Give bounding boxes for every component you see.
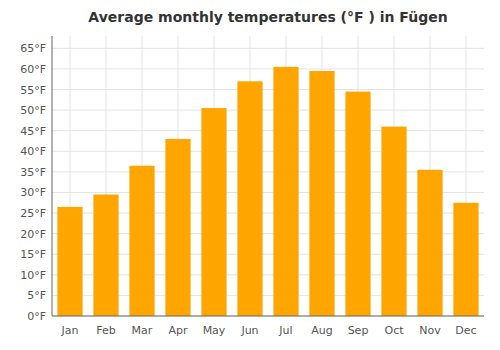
y-tick-label: 65°F <box>20 42 46 55</box>
y-grid-line <box>52 89 484 90</box>
y-tick-label: 25°F <box>20 207 46 220</box>
y-tick-label: 55°F <box>20 84 46 97</box>
x-tick-label: Sep <box>348 324 369 337</box>
x-tick-label: Jun <box>240 324 258 337</box>
bar <box>165 139 190 316</box>
y-tick-label: 0°F <box>27 310 46 323</box>
bars <box>57 67 478 316</box>
y-grid-line <box>52 151 484 152</box>
bar <box>93 195 118 316</box>
y-tick-label: 35°F <box>20 166 46 179</box>
y-tick-label: 5°F <box>27 289 46 302</box>
x-tick-label: Oct <box>384 324 404 337</box>
x-tick-label: Mar <box>132 324 153 337</box>
background <box>0 0 500 350</box>
y-grid-line <box>52 68 484 69</box>
title: Average monthly temperatures (°F ) in Fü… <box>88 9 447 25</box>
x-tick-label: Jul <box>278 324 292 337</box>
y-grid-line <box>52 48 484 49</box>
bar <box>129 166 154 316</box>
chart: Average monthly temperatures (°F ) in Fü… <box>0 0 500 350</box>
x-tick-label: Aug <box>311 324 332 337</box>
y-tick-label: 45°F <box>20 125 46 138</box>
x-tick-label: Jan <box>61 324 79 337</box>
bar <box>453 203 478 316</box>
y-grid-line <box>52 316 484 317</box>
x-tick-label: Apr <box>168 324 188 337</box>
y-tick-label: 30°F <box>20 186 46 199</box>
bar <box>201 108 226 316</box>
y-tick-label: 40°F <box>20 145 46 158</box>
x-tick-label: May <box>203 324 226 337</box>
y-tick-label: 15°F <box>20 248 46 261</box>
y-tick-label: 50°F <box>20 104 46 117</box>
x-tick-label: Dec <box>455 324 476 337</box>
y-tick-label: 60°F <box>20 63 46 76</box>
y-grid-line <box>52 130 484 131</box>
bar <box>57 207 82 316</box>
bar <box>309 71 334 316</box>
bar <box>381 127 406 316</box>
bar <box>417 170 442 316</box>
x-axis <box>52 316 484 317</box>
x-tick-label: Feb <box>96 324 115 337</box>
y-axis <box>52 36 53 316</box>
grid <box>52 36 484 316</box>
y-tick-label: 20°F <box>20 228 46 241</box>
bar <box>345 92 370 316</box>
bar <box>273 67 298 316</box>
y-tick-label: 10°F <box>20 269 46 282</box>
bar <box>237 81 262 316</box>
x-tick-label: Nov <box>419 324 441 337</box>
y-grid-line <box>52 110 484 111</box>
